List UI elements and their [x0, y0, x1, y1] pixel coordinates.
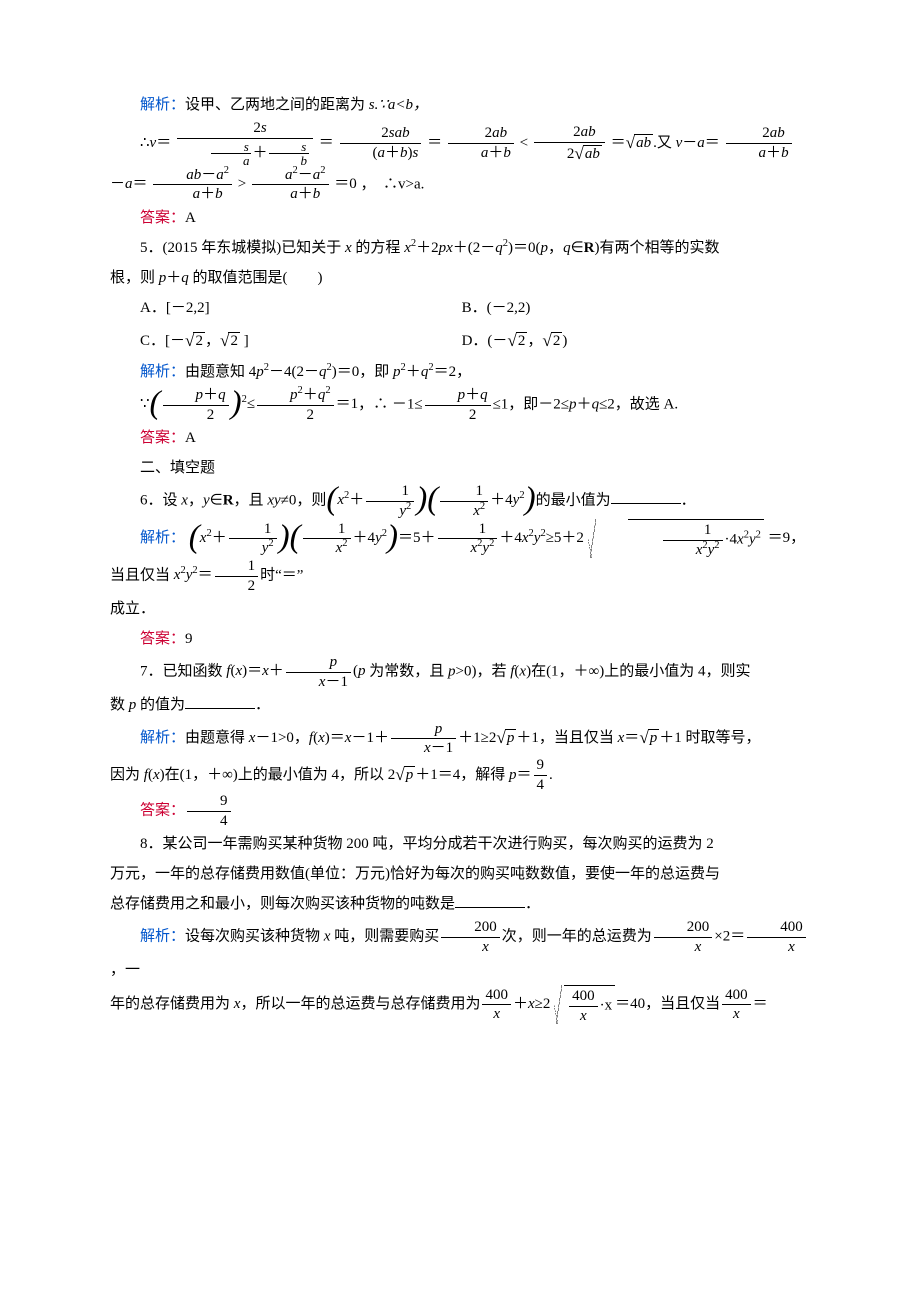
- q6-answer: 答案：9: [110, 624, 810, 654]
- q4-eqline: ∴v＝ 2ssa＋sb ＝ 2sab(a＋b)s ＝ 2aba＋b < 2ab2…: [110, 120, 810, 203]
- blank: [611, 488, 681, 504]
- q4-answer: 答案：A: [110, 203, 810, 233]
- q6-stem: 6．设 x，y∈R，且 xy≠0，则(x2＋1y2)(1x2＋4y2)的最小值为…: [110, 483, 810, 519]
- blank: [455, 892, 525, 908]
- q5-options: A．[－2,2] B．(－2,2) C．[－√2，√2 ] D．(－√2，√2): [140, 293, 810, 358]
- q8-stem-l2: 万元，一年的总存储费用数值(单位：万元)恰好为每次的购买吨数数值，要使一年的总运…: [110, 859, 810, 889]
- q5-optA: A．[－2,2]: [140, 293, 462, 323]
- q8-stem-l3: 总存储费用之和最小，则每次购买该种货物的吨数是．: [110, 889, 810, 919]
- answer-label: 答案：: [140, 210, 185, 226]
- q5-optD: D．(－√2，√2): [462, 323, 784, 358]
- q8-analysis-l2: 年的总存储费用为 x，所以一年的总运费与总存储费用为400x＋x≥2 400x·…: [110, 985, 810, 1024]
- section-2-title: 二、填空题: [110, 453, 810, 483]
- q5-stem: 5．(2015 年东城模拟)已知关于 x 的方程 x2＋2px＋(2－q2)＝0…: [110, 233, 810, 263]
- q6-analysis-l2: 成立．: [110, 594, 810, 624]
- q7-analysis: 解析：由题意得 x－1>0，f(x)＝x－1＋px－1＋1≥2√p＋1，当且仅当…: [110, 720, 810, 757]
- q8-analysis: 解析：设每次购买该种货物 x 吨，则需要购买200x次，则一年的总运费为200x…: [110, 919, 810, 985]
- q4-analysis: 解析：设甲、乙两地之间的距离为 s.∵a<b，: [110, 90, 810, 120]
- q7-analysis-l2: 因为 f(x)在(1，＋∞)上的最小值为 4，所以 2√p＋1＝4，解得 p＝9…: [110, 757, 810, 794]
- q5-analysis-l2: ∵(p＋q2)2≤p2＋q22＝1，∴ －1≤p＋q2≤1，即－2≤p＋q≤2，…: [110, 387, 810, 423]
- q5-stem-l2: 根，则 p＋q 的取值范围是( ): [110, 263, 810, 293]
- q8-stem-l1: 8．某公司一年需购买某种货物 200 吨，平均分成若干次进行购买，每次购买的运费…: [110, 829, 810, 859]
- analysis-label: 解析：: [140, 97, 185, 113]
- q7-answer: 答案：94: [110, 793, 810, 829]
- blank: [185, 693, 255, 709]
- q5-optC: C．[－√2，√2 ]: [140, 323, 462, 358]
- q5-analysis: 解析：由题意知 4p2－4(2－q2)＝0，即 p2＋q2＝2，: [110, 357, 810, 387]
- q5-optB: B．(－2,2): [462, 293, 784, 323]
- q5-answer: 答案：A: [110, 423, 810, 453]
- q7-stem: 7．已知函数 f(x)＝x＋px－1(p 为常数，且 p>0)，若 f(x)在(…: [110, 654, 810, 690]
- math-s-setup: s.∵a<b，: [369, 97, 428, 113]
- q7-stem-l2: 数 p 的值为．: [110, 690, 810, 720]
- q6-analysis: 解析： (x2＋1y2)(1x2＋4y2)＝5＋1x2y2＋4x2y2≥5＋2 …: [110, 519, 810, 594]
